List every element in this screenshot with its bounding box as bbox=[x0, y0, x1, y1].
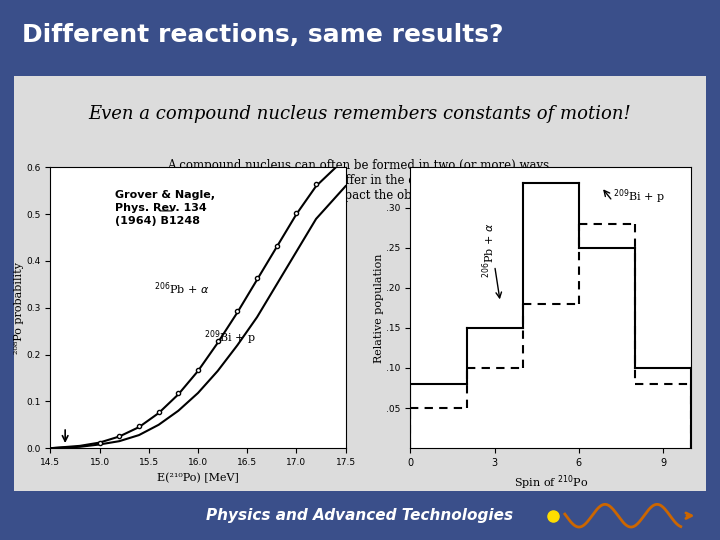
X-axis label: E(²¹⁰Po) [MeV]: E(²¹⁰Po) [MeV] bbox=[157, 472, 239, 483]
Text: $^{206}$Pb + $\alpha$: $^{206}$Pb + $\alpha$ bbox=[153, 281, 210, 297]
Y-axis label: Relative population: Relative population bbox=[374, 253, 384, 362]
X-axis label: Spin of $^{210}$Po: Spin of $^{210}$Po bbox=[513, 474, 588, 492]
Text: Grover & Nagle,
Phys. Rev. 134
(1964) B1248: Grover & Nagle, Phys. Rev. 134 (1964) B1… bbox=[115, 190, 215, 226]
Text: A compound nucleus can often be formed in two (or more) ways.
How do the constan: A compound nucleus can often be formed i… bbox=[141, 159, 579, 202]
Text: $^{206}$Pb + $\alpha$: $^{206}$Pb + $\alpha$ bbox=[481, 222, 498, 278]
Y-axis label: ²⁰⁸Po probability: ²⁰⁸Po probability bbox=[14, 262, 24, 354]
Text: Even a compound nucleus remembers constants of motion!: Even a compound nucleus remembers consta… bbox=[89, 105, 631, 123]
Text: $^{209}$Bi + p: $^{209}$Bi + p bbox=[204, 328, 256, 347]
Text: Different reactions, same results?: Different reactions, same results? bbox=[22, 23, 503, 47]
Text: $^{209}$Bi + p: $^{209}$Bi + p bbox=[613, 188, 665, 206]
Text: Physics and Advanced Technologies: Physics and Advanced Technologies bbox=[207, 508, 513, 523]
FancyBboxPatch shape bbox=[7, 71, 713, 496]
